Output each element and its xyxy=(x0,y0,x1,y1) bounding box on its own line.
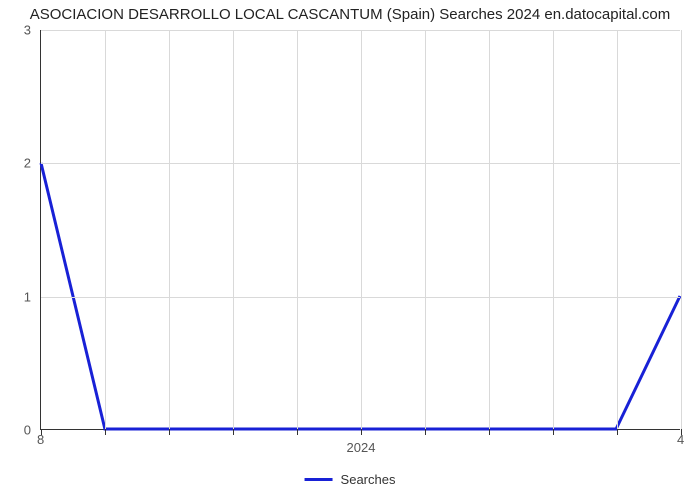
x-right-number: 4 xyxy=(677,432,684,447)
chart-title: ASOCIACION DESARROLLO LOCAL CASCANTUM (S… xyxy=(0,6,700,23)
gridline-vertical xyxy=(553,30,554,429)
gridline-vertical xyxy=(105,30,106,429)
gridline-vertical xyxy=(489,30,490,429)
y-tick-label: 0 xyxy=(24,423,31,438)
x-tick-mark xyxy=(169,429,170,435)
x-left-number: 8 xyxy=(37,432,44,447)
x-tick-mark xyxy=(361,429,362,435)
x-tick-mark xyxy=(297,429,298,435)
x-tick-mark xyxy=(553,429,554,435)
x-tick-mark xyxy=(233,429,234,435)
legend: Searches xyxy=(305,472,396,487)
legend-label: Searches xyxy=(341,472,396,487)
gridline-vertical xyxy=(425,30,426,429)
x-tick-mark xyxy=(105,429,106,435)
legend-swatch xyxy=(305,478,333,481)
x-axis-label: 2024 xyxy=(347,440,376,455)
y-tick-label: 2 xyxy=(24,156,31,171)
gridline-vertical xyxy=(297,30,298,429)
x-tick-mark xyxy=(489,429,490,435)
gridline-vertical xyxy=(681,30,682,429)
gridline-vertical xyxy=(233,30,234,429)
x-tick-mark xyxy=(617,429,618,435)
gridline-vertical xyxy=(169,30,170,429)
gridline-vertical xyxy=(617,30,618,429)
chart-container: ASOCIACION DESARROLLO LOCAL CASCANTUM (S… xyxy=(0,0,700,500)
plot-area: 0123202484 xyxy=(40,30,680,430)
x-tick-mark xyxy=(425,429,426,435)
y-tick-label: 1 xyxy=(24,289,31,304)
gridline-vertical xyxy=(361,30,362,429)
y-tick-label: 3 xyxy=(24,23,31,38)
